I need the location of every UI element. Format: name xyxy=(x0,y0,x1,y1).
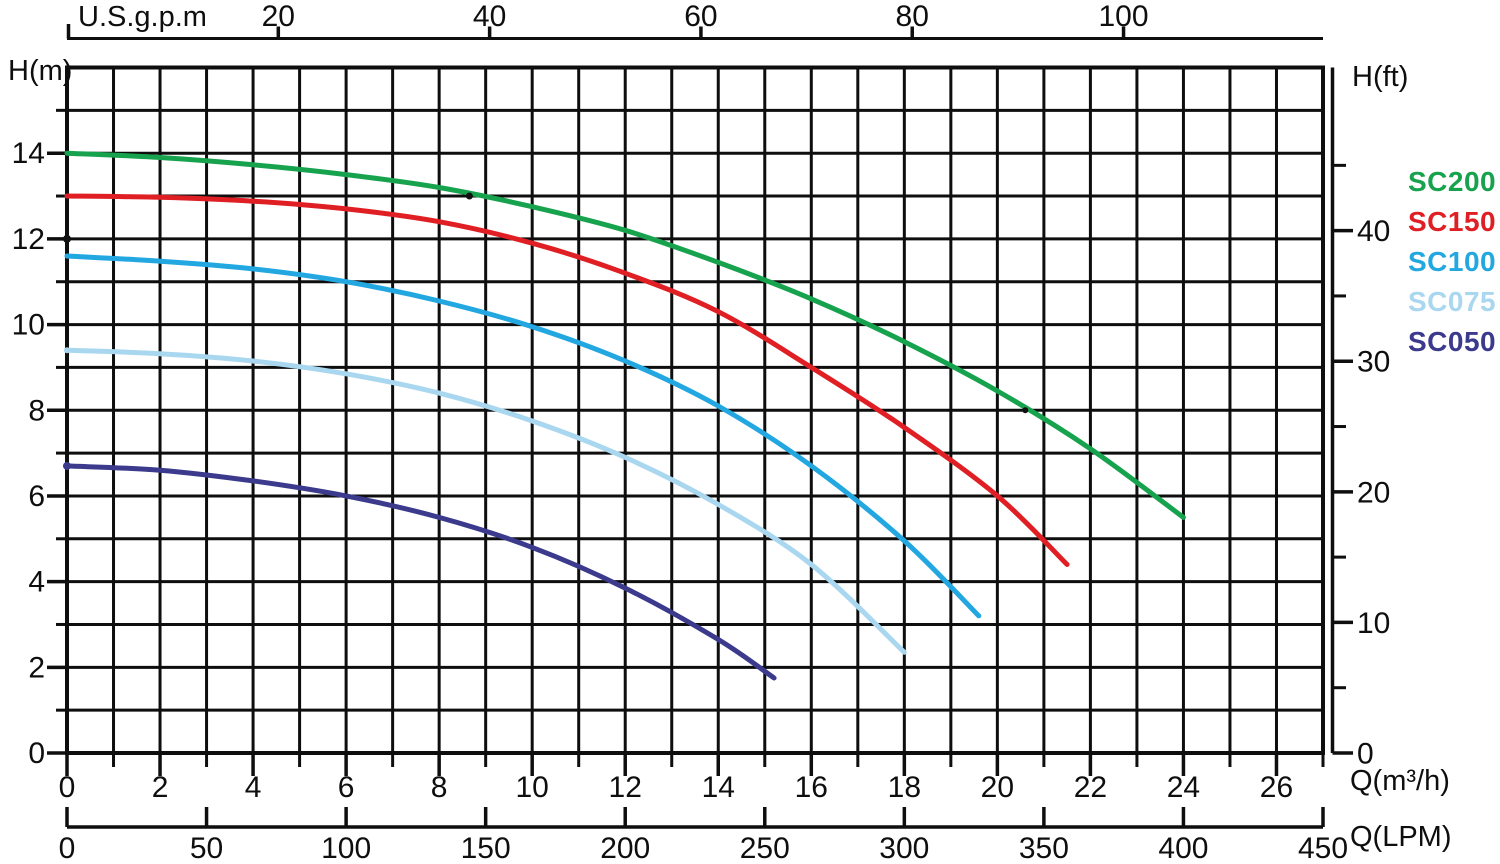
q-tick-label: 22 xyxy=(1074,771,1107,804)
top-axis-label: U.S.g.p.m xyxy=(78,1,207,33)
lpm-tick-label: 350 xyxy=(1019,832,1069,864)
q-tick-label: 2 xyxy=(152,771,169,804)
curve-SC100 xyxy=(64,253,982,619)
x-axis-top-gpm: 20 40 60 80 100 xyxy=(66,0,1323,40)
q-tick-label: 18 xyxy=(888,771,921,804)
chart-legend: SC200 SC150 SC100 SC075 SC050 xyxy=(1408,162,1500,362)
hm-tick-label: 14 xyxy=(12,137,45,170)
y-axis-right-ft: 0 10 20 30 40 xyxy=(1330,67,1390,771)
hft-tick-label: 10 xyxy=(1357,607,1390,640)
right-axis-label: H(ft) xyxy=(1352,61,1408,93)
pump-curves xyxy=(64,150,1186,681)
curve-SC200 xyxy=(64,150,1186,520)
q-tick-label: 26 xyxy=(1260,771,1293,804)
grid xyxy=(67,67,1323,753)
hft-tick-label: 40 xyxy=(1357,215,1390,248)
gpm-tick-label: 60 xyxy=(684,0,717,33)
marker-dot xyxy=(465,192,473,200)
hm-tick-label: 6 xyxy=(28,480,45,513)
legend-item-SC150: SC150 xyxy=(1408,206,1497,237)
q-tick-label: 6 xyxy=(338,771,355,804)
hm-tick-label: 10 xyxy=(12,309,45,342)
legend-item-SC050: SC050 xyxy=(1408,326,1497,357)
lpm-tick-label: 250 xyxy=(740,832,790,864)
lpm-axis-label: Q(LPM) xyxy=(1350,821,1452,853)
marker-dots xyxy=(63,192,1029,470)
marker-dot xyxy=(1022,407,1029,414)
q-tick-label: 20 xyxy=(981,771,1014,804)
q-tick-label: 10 xyxy=(515,771,548,804)
gpm-tick-label: 100 xyxy=(1099,0,1149,33)
q-tick-label: 8 xyxy=(431,771,448,804)
lpm-tick-label: 200 xyxy=(600,832,650,864)
marker-dot xyxy=(63,234,71,243)
q-tick-label: 0 xyxy=(59,771,76,804)
x-axis-lpm: 0 50 100 150 200 250 300 350 400 450 xyxy=(59,807,1348,864)
hm-tick-label: 0 xyxy=(28,737,45,770)
hm-tick-label: 4 xyxy=(28,566,45,599)
gpm-tick-label: 80 xyxy=(896,0,929,33)
marker-dot xyxy=(63,461,71,470)
curve-SC150 xyxy=(64,193,1070,567)
curve-SC075 xyxy=(64,347,907,655)
hft-tick-label: 20 xyxy=(1357,476,1390,509)
lpm-tick-label: 100 xyxy=(321,832,371,864)
gpm-tick-label: 40 xyxy=(473,0,506,33)
hm-tick-label: 8 xyxy=(28,394,45,427)
bottom-axis-label: Q(m³/h) xyxy=(1350,765,1450,797)
lpm-tick-label: 150 xyxy=(461,832,511,864)
lpm-tick-label: 450 xyxy=(1298,832,1348,864)
legend-item-SC100: SC100 xyxy=(1408,246,1497,277)
marker-dot xyxy=(64,347,70,354)
hm-tick-label: 2 xyxy=(28,651,45,684)
y-axis-left-m: 0 2 4 6 8 10 12 14 xyxy=(12,108,67,770)
lpm-tick-label: 400 xyxy=(1158,832,1208,864)
q-tick-label: 12 xyxy=(609,771,642,804)
legend-item-SC075: SC075 xyxy=(1408,286,1497,317)
lpm-tick-label: 50 xyxy=(190,832,223,864)
x-axis-bottom-m3h: 0 2 4 6 8 10 12 14 16 18 20 22 24 26 xyxy=(59,753,1325,804)
q-tick-label: 4 xyxy=(245,771,262,804)
q-tick-label: 24 xyxy=(1167,771,1200,804)
hm-tick-label: 12 xyxy=(12,223,45,256)
q-tick-label: 16 xyxy=(795,771,828,804)
curve-SC050 xyxy=(64,463,777,681)
lpm-tick-label: 0 xyxy=(59,832,76,864)
hft-tick-label: 0 xyxy=(1357,738,1374,771)
q-tick-label: 14 xyxy=(702,771,735,804)
left-axis-label: H(m) xyxy=(8,55,72,87)
legend-item-SC200: SC200 xyxy=(1408,166,1497,197)
lpm-tick-label: 300 xyxy=(879,832,929,864)
hft-tick-label: 30 xyxy=(1357,346,1390,379)
gpm-tick-label: 20 xyxy=(262,0,295,33)
